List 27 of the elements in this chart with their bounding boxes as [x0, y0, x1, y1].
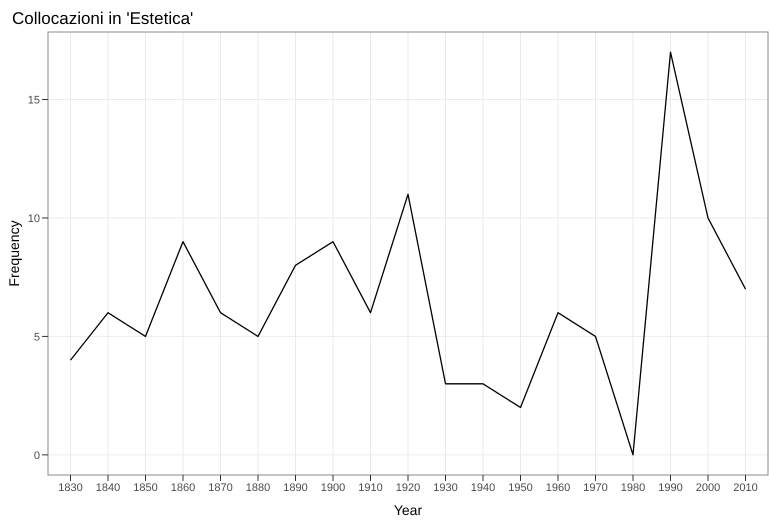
x-tick-label: 1830 [58, 482, 83, 494]
x-tick-label: 1910 [358, 482, 383, 494]
x-tick-label: 2000 [696, 482, 720, 494]
x-tick-label: 1960 [546, 482, 570, 494]
x-tick-label: 1980 [620, 482, 646, 494]
y-tick-label: 15 [28, 94, 40, 106]
x-tick-label: 1840 [96, 482, 120, 494]
x-tick-label: 1940 [470, 482, 496, 494]
y-tick-label: 10 [28, 212, 40, 225]
x-tick-label: 1920 [396, 482, 420, 494]
x-tick-label: 1990 [658, 482, 683, 494]
x-axis-title: Year [394, 502, 422, 518]
y-axis-title: Frequency [6, 220, 22, 287]
x-tick-label: 1970 [583, 482, 608, 494]
x-tick-label: 1900 [320, 482, 346, 494]
x-tick-label: 2010 [733, 482, 758, 494]
x-tick-label: 1860 [170, 482, 196, 494]
x-tick-label: 1880 [246, 482, 270, 494]
x-tick-label: 1850 [133, 482, 158, 494]
chart-title: Collocazioni in 'Estetica' [11, 8, 194, 30]
x-tick-label: 1890 [283, 482, 308, 494]
line-series [70, 51, 746, 456]
x-tick-label: 1870 [208, 482, 233, 494]
y-tick-label: 5 [34, 331, 40, 344]
y-tick-label: 0 [34, 450, 40, 462]
x-tick-label: 1930 [433, 482, 458, 494]
x-tick-label: 1950 [508, 482, 533, 494]
